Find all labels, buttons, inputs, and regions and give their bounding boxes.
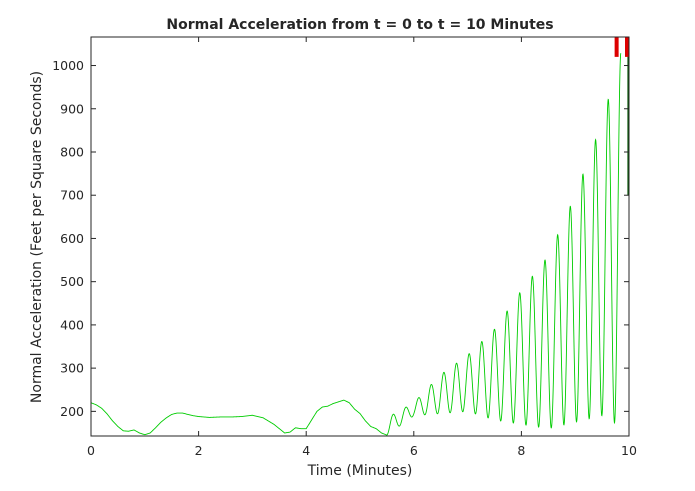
x-tick-label: 0 (87, 443, 95, 458)
x-tick-label: 8 (517, 443, 525, 458)
y-tick-label: 200 (60, 404, 84, 419)
series-line (90, 53, 622, 436)
x-axis-label: Time (Minutes) (307, 463, 413, 479)
y-tick-label: 300 (60, 361, 84, 376)
y-tick-label: 400 (60, 317, 84, 332)
axes-frame (90, 36, 630, 437)
axis-ticks: 0 2 4 6 8 10 200 300 400 500 600 700 800 900 1000 (52, 37, 637, 458)
y-tick-label: 500 (60, 274, 84, 289)
x-tick-label: 4 (302, 443, 310, 458)
y-axis-label: Normal Acceleration (Feet per Square Sec… (29, 71, 45, 403)
y-tick-label: 900 (60, 101, 84, 116)
x-tick-label: 10 (621, 443, 637, 458)
y-tick-label: 800 (60, 144, 84, 159)
plot-area (90, 37, 629, 436)
y-tick-label: 700 (60, 188, 84, 203)
y-tick-label: 600 (60, 231, 84, 246)
x-tick-label: 6 (410, 443, 418, 458)
chart-title: Normal Acceleration from t = 0 to t = 10… (166, 17, 553, 33)
x-tick-label: 2 (195, 443, 203, 458)
y-tick-label: 1000 (52, 58, 84, 73)
